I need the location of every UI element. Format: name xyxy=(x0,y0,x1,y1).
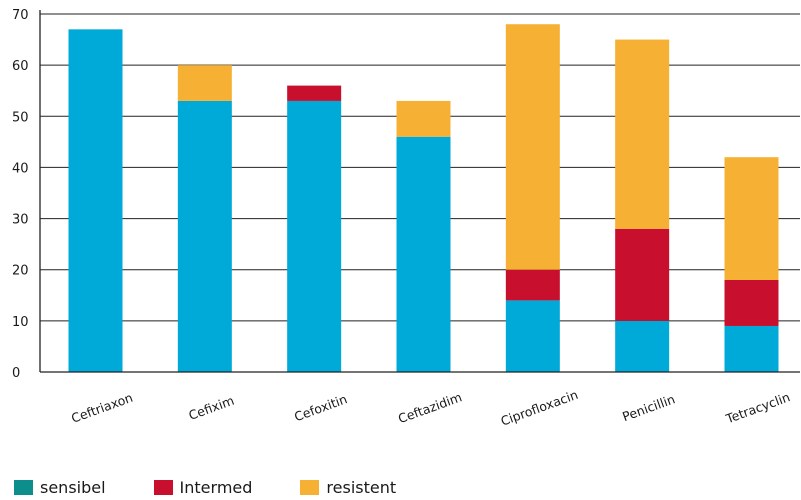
legend-item-resistent: resistent xyxy=(300,478,396,497)
x-tick-label-cefoxitin: Cefoxitin xyxy=(292,391,349,424)
bar-tetracyclin-sensibel xyxy=(724,325,779,372)
bar-ciprofloxacin-sensibel xyxy=(505,300,560,372)
stacked-bar-chart: 0 10 20 30 40 50 60 70 Ceftriaxon Cefixim Cefoxiti… xyxy=(12,8,800,429)
bar-cefoxitin-sensibel xyxy=(287,100,342,372)
x-tick-label-ceftazidim: Ceftazidim xyxy=(396,389,464,426)
bar-tetracyclin-intermed xyxy=(724,279,779,326)
y-tick-label-20: 20 xyxy=(12,264,29,279)
legend-label-sensibel: sensibel xyxy=(40,478,106,497)
x-tick-label-ceftriaxon: Ceftriaxon xyxy=(69,390,135,426)
bar-penicillin-intermed xyxy=(615,228,670,321)
bar-ceftazidim-resistent xyxy=(396,100,451,137)
y-tick-label-30: 30 xyxy=(12,213,29,228)
bar-cefoxitin-intermed xyxy=(287,85,342,101)
y-tick-label-60: 60 xyxy=(12,59,29,74)
bar-ciprofloxacin-resistent xyxy=(505,24,560,270)
bar-ceftazidim-sensibel xyxy=(396,136,451,372)
legend: sensibel Intermed resistent xyxy=(14,478,444,497)
y-tick-label-70: 70 xyxy=(12,8,29,23)
bar-ceftriaxon-sensibel xyxy=(68,29,123,372)
bar-penicillin-resistent xyxy=(615,39,670,229)
bar-cefixim-sensibel xyxy=(177,100,232,372)
bar-penicillin-sensibel xyxy=(615,320,670,372)
bar-cefixim-resistent xyxy=(177,65,232,101)
legend-swatch-sensibel xyxy=(14,480,33,495)
x-tick-label-tetracyclin: Tetracyclin xyxy=(723,389,792,426)
x-tick-label-cefixim: Cefixim xyxy=(186,393,236,423)
y-tick-label-50: 50 xyxy=(12,110,29,125)
legend-label-intermed: Intermed xyxy=(179,478,253,497)
bar-tetracyclin-resistent xyxy=(724,157,779,280)
bars xyxy=(68,24,779,372)
legend-item-intermed: Intermed xyxy=(153,478,253,497)
legend-swatch-resistent xyxy=(300,480,320,495)
bar-ciprofloxacin-intermed xyxy=(505,269,560,301)
legend-label-resistent: resistent xyxy=(326,478,397,497)
y-tick-label-0: 0 xyxy=(12,366,20,381)
legend-item-sensibel: sensibel xyxy=(14,478,106,497)
y-tick-label-10: 10 xyxy=(12,315,29,330)
legend-swatch-intermed xyxy=(153,480,173,495)
x-tick-label-penicillin: Penicillin xyxy=(620,391,677,424)
x-tick-label-ciprofloxacin: Ciprofloxacin xyxy=(499,387,580,429)
y-tick-label-40: 40 xyxy=(12,161,29,176)
